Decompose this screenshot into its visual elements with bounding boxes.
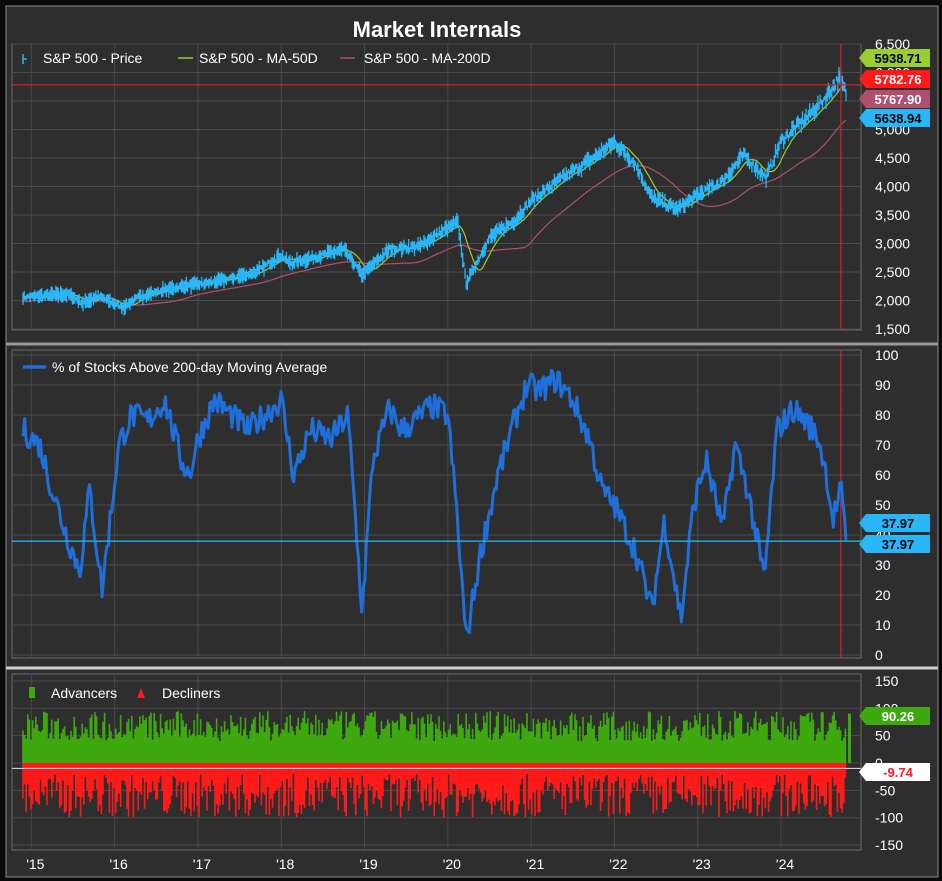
tag-price-last-text: 5638.94 <box>875 111 923 126</box>
chart-title: Market Internals <box>353 17 522 42</box>
adv-dec-plot-area <box>11 673 862 851</box>
tag-breadth-reference: 37.97 <box>859 535 930 553</box>
x-tick-label: '22 <box>609 856 627 872</box>
breadth-y-tick-label: 50 <box>875 497 891 513</box>
tag-breadth-last-bg <box>859 514 930 532</box>
tag-breadth-last: 37.97 <box>859 514 930 532</box>
legend-ma50-label: S&P 500 - MA-50D <box>199 50 318 66</box>
legend-decliners-label: Decliners <box>162 685 220 701</box>
tag-price-reference-text: 5782.76 <box>875 72 922 87</box>
tag-advancers: 90.26 <box>859 707 930 725</box>
value-tags: 5938.71 5782.76 5767.90 5638.94 37.97 37.97 90… <box>859 49 930 781</box>
tag-price-reference: 5782.76 <box>859 70 930 88</box>
legend-breadth-label: % of Stocks Above 200-day Moving Average <box>52 359 327 375</box>
breadth-y-tick-label: 20 <box>875 587 891 603</box>
ad-y-tick-label: -150 <box>875 837 903 853</box>
breadth-y-tick-label: 0 <box>875 647 883 663</box>
breadth-y-tick-label: 10 <box>875 617 891 633</box>
tag-advancers-bg <box>859 707 930 725</box>
price-y-tick-label: 3,500 <box>875 207 910 223</box>
x-tick-label: '16 <box>110 856 128 872</box>
tag-breadth-last-text: 37.97 <box>882 516 915 531</box>
legend-price-label: S&P 500 - Price <box>43 50 143 66</box>
legend-decliners-swatch <box>137 688 145 698</box>
legend-advancers-swatch <box>29 687 35 698</box>
ad-y-tick-label: 150 <box>875 673 899 689</box>
x-tick-label: '23 <box>693 856 711 872</box>
breadth-plot-area <box>11 349 862 659</box>
ad-y-tick-label: -100 <box>875 810 903 826</box>
advancers-bars <box>22 711 847 763</box>
legend-ma200-label: S&P 500 - MA-200D <box>364 50 491 66</box>
grid-layer <box>12 43 861 850</box>
tag-breadth-reference-text: 37.97 <box>882 537 915 552</box>
tag-ma200-text: 5767.90 <box>875 92 922 107</box>
x-tick-label: '15 <box>26 856 44 872</box>
price-y-tick-label: 2,500 <box>875 264 910 280</box>
tag-ma200-bg <box>859 90 930 108</box>
breadth-y-tick-label: 70 <box>875 437 891 453</box>
advance-decline-panel <box>12 711 861 818</box>
ad-legend: Advancers Decliners <box>29 685 220 701</box>
breadth-y-tick-label: 80 <box>875 407 891 423</box>
x-tick-label: '17 <box>193 856 211 872</box>
price-bars <box>22 66 847 316</box>
tag-ma200: 5767.90 <box>859 90 930 108</box>
tag-advancers-text: 90.26 <box>882 709 915 724</box>
tag-price-last-bg <box>859 109 930 127</box>
ad-y-tick-label: 50 <box>875 728 891 744</box>
tag-price-reference-bg <box>859 70 930 88</box>
last-advancer-bar <box>848 713 851 763</box>
price-legend: S&P 500 - Price S&P 500 - MA-50D S&P 500 -… <box>22 50 491 66</box>
breadth-y-tick-label: 90 <box>875 377 891 393</box>
breadth-legend: % of Stocks Above 200-day Moving Average <box>23 359 327 375</box>
ma200-line <box>22 119 847 306</box>
tag-decliners: -9.74 <box>859 763 930 781</box>
price-y-tick-label: 6,500 <box>875 36 910 52</box>
x-tick-label: '21 <box>526 856 544 872</box>
tag-decliners-bg <box>859 763 930 781</box>
tag-price-high: 5938.71 <box>859 49 930 67</box>
x-tick-label: '18 <box>276 856 294 872</box>
tag-price-high-text: 5938.71 <box>875 51 922 66</box>
breadth-y-tick-label: 30 <box>875 557 891 573</box>
tag-decliners-text: -9.74 <box>883 765 913 780</box>
price-y-tick-label: 1,500 <box>875 321 910 337</box>
breadth-y-tick-label: 100 <box>875 347 899 363</box>
price-panel <box>12 44 861 330</box>
tag-price-high-bg <box>859 49 930 67</box>
tag-breadth-reference-bg <box>859 535 930 553</box>
ad-y-tick-label: -50 <box>875 782 895 798</box>
legend-layer: S&P 500 - Price S&P 500 - MA-50D S&P 500 -… <box>22 50 491 701</box>
breadth-y-tick-label: 60 <box>875 467 891 483</box>
tag-price-last: 5638.94 <box>859 109 930 127</box>
price-y-tick-label: 3,000 <box>875 236 910 252</box>
price-y-tick-label: 4,000 <box>875 179 910 195</box>
x-tick-label: '19 <box>359 856 377 872</box>
legend-advancers-label: Advancers <box>51 685 117 701</box>
x-tick-label: '24 <box>776 856 794 872</box>
price-y-tick-label: 4,500 <box>875 150 910 166</box>
decliners-bars <box>22 763 847 818</box>
x-tick-label: '20 <box>443 856 461 872</box>
price-y-tick-label: 2,000 <box>875 293 910 309</box>
breadth-line <box>21 368 848 635</box>
breadth-panel <box>12 350 861 658</box>
